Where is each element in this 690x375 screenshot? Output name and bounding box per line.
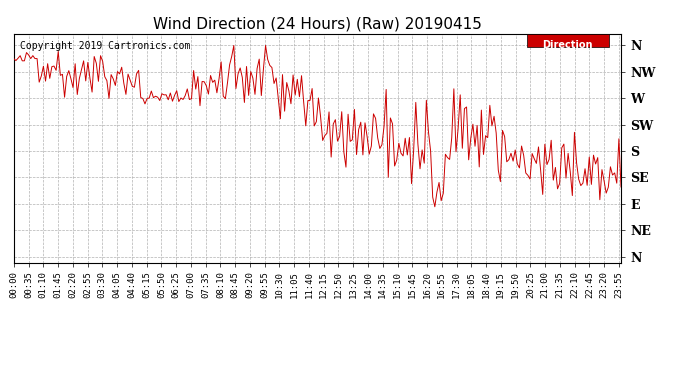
- Text: Direction: Direction: [542, 40, 593, 50]
- Text: Copyright 2019 Cartronics.com: Copyright 2019 Cartronics.com: [20, 40, 190, 51]
- Title: Wind Direction (24 Hours) (Raw) 20190415: Wind Direction (24 Hours) (Raw) 20190415: [153, 16, 482, 31]
- FancyBboxPatch shape: [527, 34, 609, 48]
